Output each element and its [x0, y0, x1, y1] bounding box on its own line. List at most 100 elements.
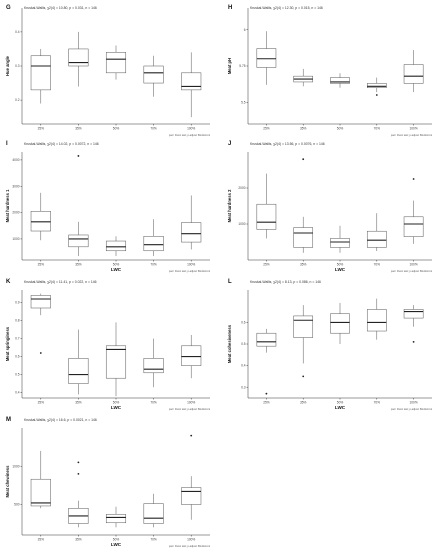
outlier-point	[265, 392, 268, 395]
box-25pct	[30, 293, 51, 354]
box-50pct	[105, 506, 127, 528]
y-axis-label: Meat springiness	[5, 326, 10, 361]
x-tick-label: 100%	[187, 401, 195, 405]
iqr-box	[256, 332, 277, 347]
y-tick-label: 0.4	[15, 391, 20, 395]
iqr-box	[68, 234, 89, 248]
box-70pct	[143, 219, 164, 257]
outlier-point	[302, 375, 305, 378]
x-axis-label: LWC	[335, 405, 346, 410]
box-100pct	[181, 52, 202, 118]
y-tick-label: 0.7	[15, 337, 20, 341]
y-tick-label: 2000	[12, 211, 19, 215]
x-tick-label: 50%	[337, 263, 344, 267]
y-tick-label: 5.75	[239, 64, 245, 68]
y-tick-label: 0.5	[15, 373, 20, 377]
box-70pct	[143, 338, 164, 388]
box-100pct	[181, 434, 202, 520]
box-35pct	[68, 31, 89, 87]
y-tick-label: 6	[244, 28, 246, 32]
iqr-box	[256, 48, 277, 68]
x-tick-label: 50%	[113, 401, 120, 405]
iqr-box	[403, 64, 424, 84]
box-50pct	[105, 236, 127, 257]
iqr-box	[105, 240, 127, 252]
panel-m: M Kruskal-Wallis, χ2(4) = 16.6, p = 0.002…	[5, 417, 210, 548]
iqr-box	[330, 313, 350, 334]
footnote: pwc: Dunn test; p.adjust: Bonferroni	[169, 133, 211, 137]
x-tick-label: 35%	[300, 401, 307, 405]
panel-j: J Kruskal-Wallis, χ2(4) = 13.56, p = 0.00…	[227, 141, 432, 273]
x-tick-label: 25%	[263, 127, 270, 131]
iqr-box	[256, 203, 277, 230]
y-tick-label: 4000	[12, 158, 19, 162]
y-tick-label: 0.8	[15, 319, 20, 323]
x-tick-label: 100%	[410, 401, 418, 405]
x-tick-label: 100%	[187, 263, 195, 267]
y-tick-label: 0.2	[15, 98, 20, 102]
box-25pct	[256, 328, 277, 395]
box-25pct	[30, 450, 51, 509]
box-100pct	[403, 178, 424, 244]
x-axis-label: LWC	[335, 267, 346, 272]
iqr-box	[293, 227, 314, 248]
panel-g: G Kruskal-Wallis, χ2(4) = 10.80, p = 0.03…	[5, 5, 210, 137]
x-tick-label: 70%	[150, 263, 157, 267]
box-25pct	[30, 192, 51, 241]
x-tick-label: 25%	[263, 401, 270, 405]
y-axis-label: Hue angle	[5, 55, 10, 76]
iqr-box	[30, 211, 51, 232]
outlier-point	[375, 94, 378, 96]
iqr-box	[143, 358, 164, 374]
x-tick-label: 25%	[38, 538, 45, 542]
iqr-box	[403, 309, 424, 319]
stat-subtitle: Kruskal-Wallis, χ2(4) = 13.56, p = 0.007…	[250, 142, 325, 146]
box-50pct	[330, 302, 350, 344]
box-50pct	[105, 45, 127, 80]
y-tick-label: 3000	[12, 184, 19, 188]
footnote: pwc: Dunn test; p.adjust: Bonferroni	[391, 407, 433, 411]
y-tick-label: 0.5	[241, 342, 246, 346]
x-tick-label: 50%	[113, 127, 120, 131]
iqr-box	[30, 55, 51, 91]
y-tick-label: 0.4	[15, 30, 20, 34]
panel-letter: H	[228, 5, 232, 11]
y-tick-label: 0.9	[15, 301, 20, 305]
box-100pct	[403, 50, 424, 93]
panel-i: I Kruskal-Wallis, χ2(4) = 14.02, p = 0.00…	[5, 141, 210, 273]
iqr-box	[105, 52, 127, 74]
y-axis-label: Meat pH	[227, 58, 232, 74]
x-tick-label: 70%	[150, 401, 157, 405]
box-35pct	[293, 305, 314, 378]
x-tick-label: 100%	[187, 127, 195, 131]
iqr-box	[330, 238, 350, 248]
iqr-box	[105, 514, 127, 524]
footnote: pwc: Dunn test; p.adjust: Bonferroni	[391, 269, 433, 273]
box-70pct	[366, 213, 387, 251]
x-tick-label: 25%	[38, 401, 45, 405]
x-axis-label: LWC	[111, 405, 122, 410]
y-axis-label: Meat cohesiveness	[227, 324, 232, 363]
x-tick-label: 25%	[38, 127, 45, 131]
box-25pct	[30, 48, 51, 104]
box-25pct	[256, 31, 277, 85]
x-tick-label: 100%	[410, 127, 418, 131]
panel-letter: J	[228, 141, 231, 147]
iqr-box	[181, 72, 202, 91]
stat-subtitle: Kruskal-Wallis, χ2(4) = 14.02, p = 0.007…	[24, 142, 99, 146]
x-tick-label: 100%	[187, 538, 195, 542]
footnote: pwc: Dunn test; p.adjust: Bonferroni	[169, 407, 211, 411]
outlier-point	[302, 158, 305, 161]
footnote: pwc: Dunn test; p.adjust: Bonferroni	[169, 544, 211, 548]
outlier-point	[39, 352, 42, 354]
iqr-box	[293, 315, 314, 338]
y-tick-label: 1000	[12, 237, 19, 241]
outlier-point	[77, 155, 80, 157]
iqr-box	[366, 230, 387, 248]
iqr-box	[143, 65, 164, 84]
x-tick-label: 70%	[374, 263, 381, 267]
y-tick-label: 500	[14, 503, 20, 507]
panel-k: K Kruskal-Wallis, χ2(4) = 11.41, p = 0.02…	[5, 279, 210, 411]
x-tick-label: 35%	[75, 127, 82, 131]
iqr-box	[30, 478, 51, 507]
